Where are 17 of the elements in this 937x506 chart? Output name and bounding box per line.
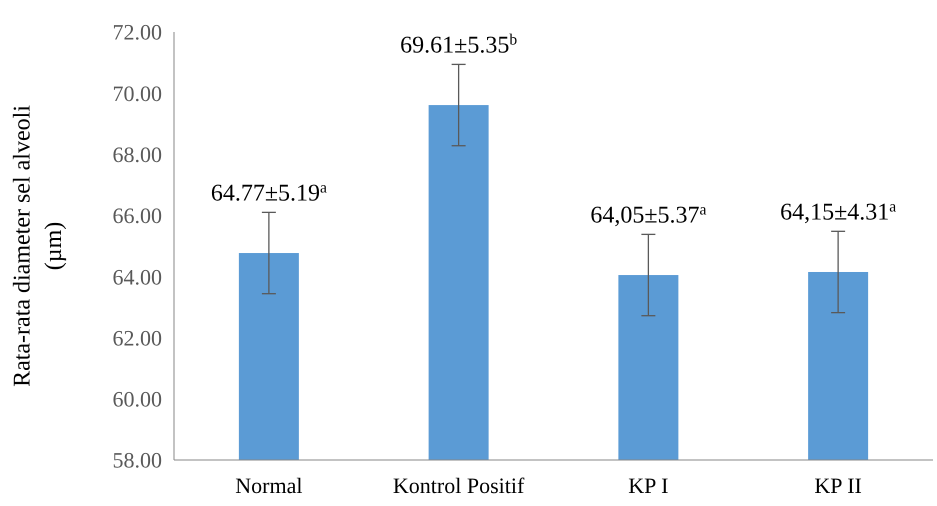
data-label: 64,05±5.37$^{a}$: [590, 200, 706, 228]
y-tick-label: 66.00: [112, 203, 162, 228]
y-tick-label: 62.00: [112, 325, 162, 350]
y-tick-label: 58.00: [112, 448, 162, 473]
y-tick-label: 60.00: [112, 386, 162, 412]
y-tick-label: 72.00: [112, 20, 162, 45]
data-label: 64.77±5.19$^{a}$: [210, 178, 327, 206]
x-tick-label: Kontrol Positif: [392, 473, 525, 498]
data-label: 64,15±4.31$^{a}$: [780, 198, 896, 226]
x-tick-label: KP II: [814, 473, 862, 498]
x-tick-label: KP I: [628, 473, 668, 498]
y-tick-label: 70.00: [112, 80, 162, 106]
y-tick-label: 64.00: [112, 264, 162, 290]
y-axis-title: Rata-rata diameter sel alveoli (µm): [10, 104, 67, 387]
x-tick-label: Normal: [235, 473, 302, 498]
data-label: 69.61±5.35$^{b}$: [400, 30, 518, 58]
y-tick-label: 68.00: [112, 142, 162, 167]
